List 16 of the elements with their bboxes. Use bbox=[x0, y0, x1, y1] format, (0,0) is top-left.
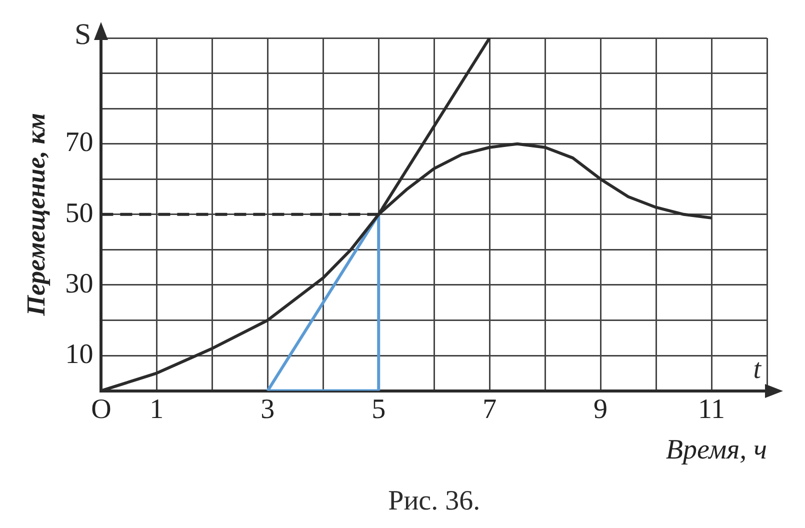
y-tick-label: 10 bbox=[65, 338, 94, 370]
x-tick-label: 9 bbox=[594, 394, 608, 425]
x-tick-label: 7 bbox=[482, 394, 497, 425]
text: Рис. 36. bbox=[388, 485, 480, 516]
x-axis-title: Время, ч bbox=[666, 434, 767, 466]
y-tick-label: 50 bbox=[65, 198, 94, 229]
x-tick-label: 11 bbox=[698, 394, 725, 425]
x-tick-label: 1 bbox=[150, 394, 164, 425]
y-tick-label: 30 bbox=[65, 268, 94, 300]
annotation: t bbox=[753, 354, 762, 386]
y-axis-title: Перемещение, км bbox=[21, 113, 50, 317]
x-tick-label: 5 bbox=[372, 394, 386, 425]
x-tick-label: O bbox=[91, 394, 112, 425]
y-tick-label: 70 bbox=[65, 127, 94, 158]
x-tick-label: 3 bbox=[260, 394, 275, 425]
text: S bbox=[74, 18, 92, 51]
